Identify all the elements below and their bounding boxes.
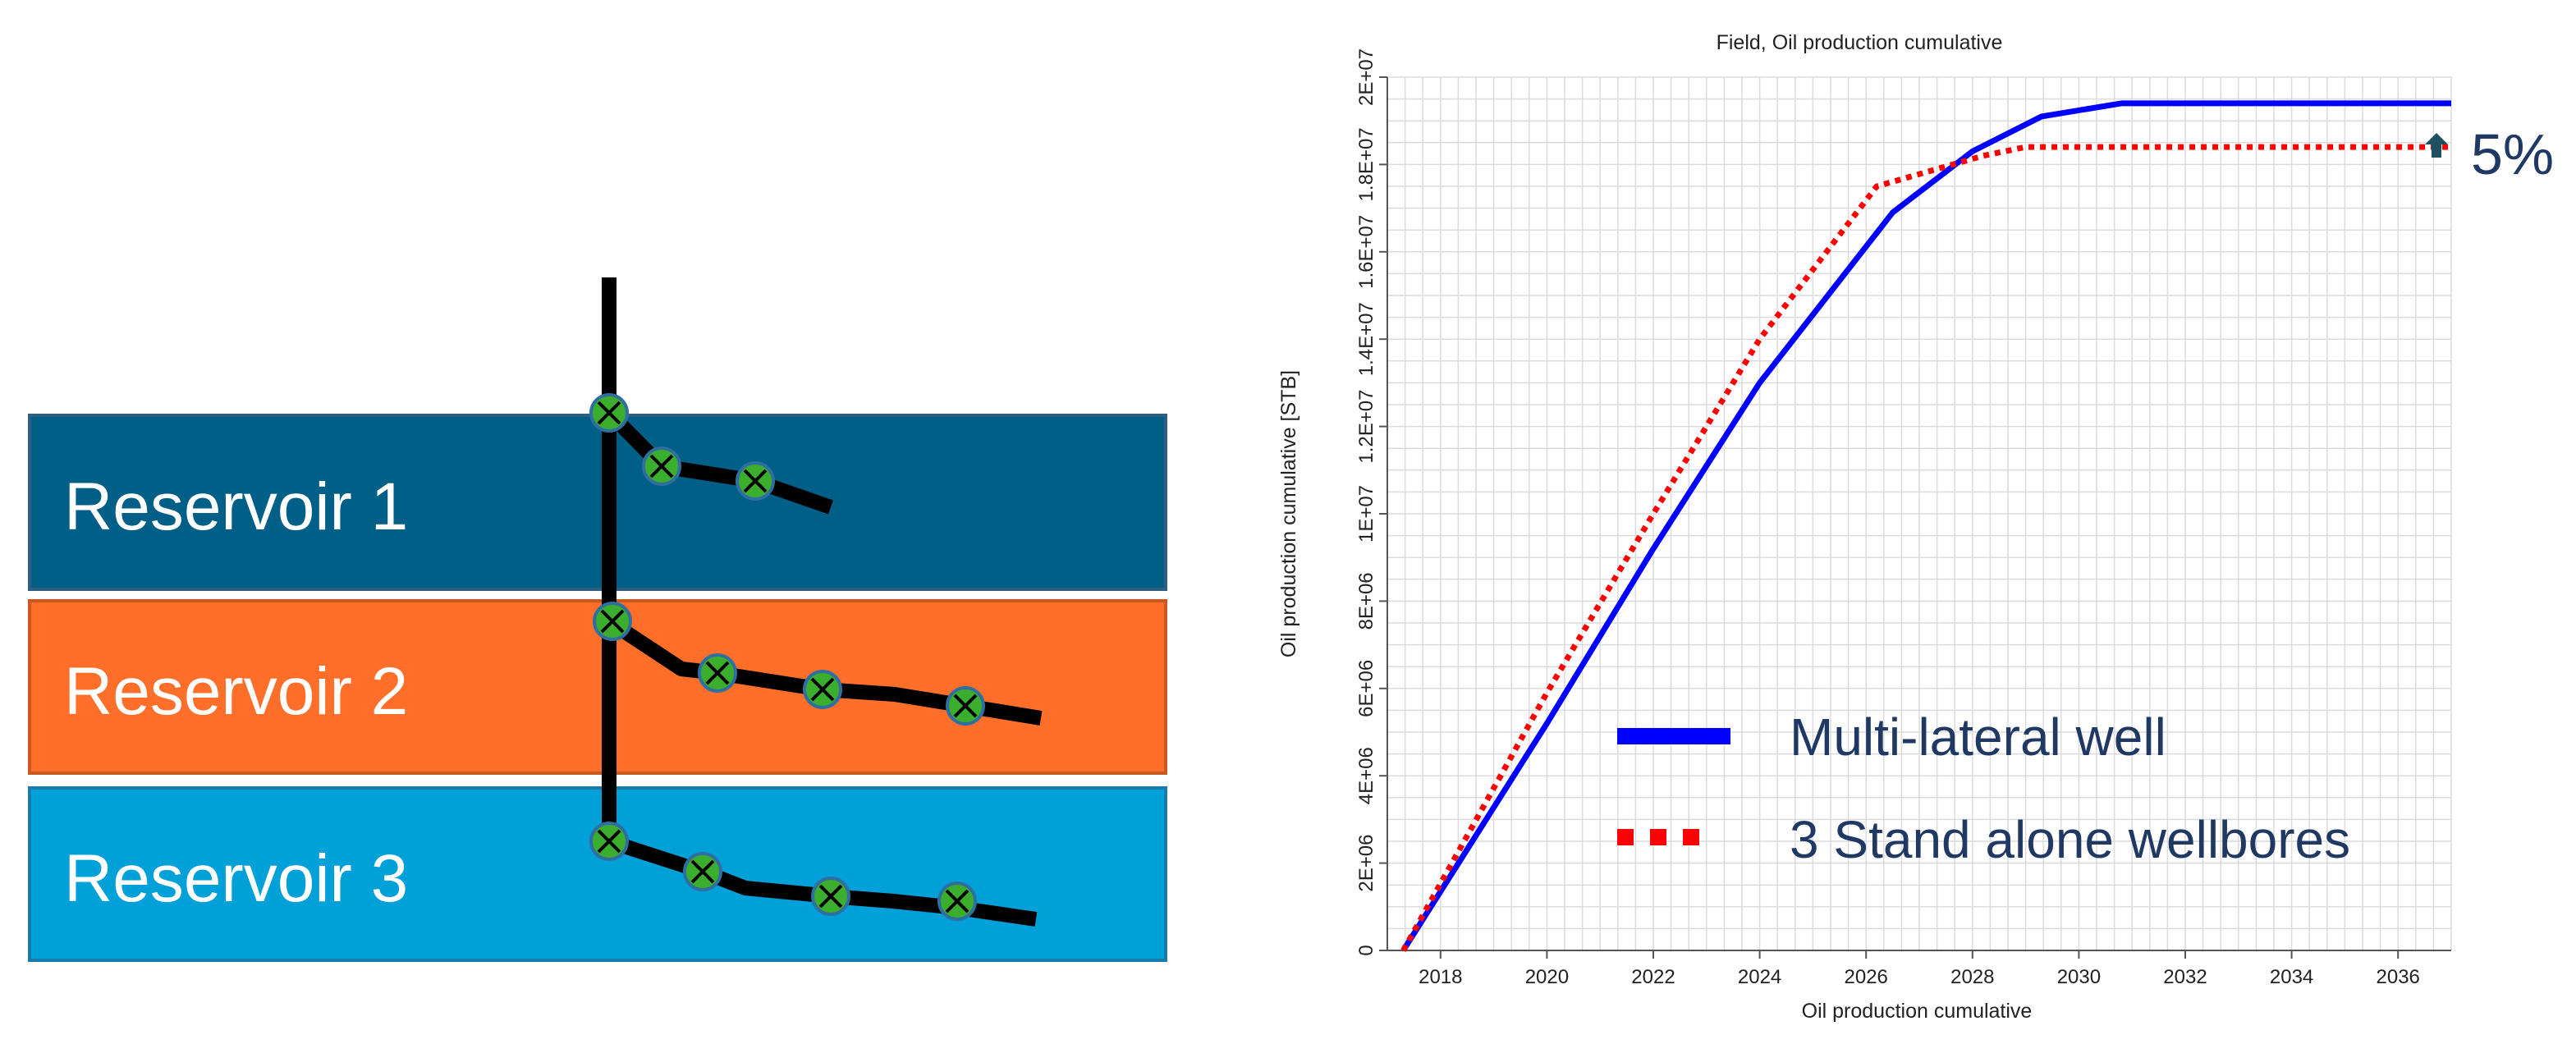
y-tick-label: 2E+06 (1355, 835, 1377, 892)
legend: Multi-lateral well 3 Stand alone wellbor… (1617, 707, 2350, 869)
y-tick-label: 1E+07 (1355, 485, 1377, 543)
chart-grid (1387, 76, 2452, 951)
y-axis-title: Oil production cumulative [STB] (1277, 370, 1300, 657)
x-axis-ticks: 2018 2020 2022 2024 2026 2028 2030 2032 2034 2036 (1419, 950, 2420, 988)
completion-node (683, 852, 722, 891)
x-tick-label: 2028 (1950, 966, 1994, 988)
completion-node (946, 686, 985, 726)
completion-node (811, 877, 850, 916)
completion-node (642, 446, 681, 486)
completion-node (803, 670, 842, 709)
y-tick-label: 4E+06 (1355, 747, 1377, 804)
x-tick-label: 2034 (2270, 966, 2313, 988)
completion-node (589, 393, 629, 433)
chart-series (1400, 100, 2451, 952)
legend-label-multi-lateral: Multi-lateral well (1790, 707, 2166, 767)
completion-nodes (589, 393, 985, 921)
completion-node (937, 881, 977, 921)
y-tick-label: 1.8E+07 (1355, 127, 1377, 201)
y-axis-ticks: 0 2E+06 4E+06 6E+06 8E+06 1E+07 1.2E+07 1.4E+07… (1355, 48, 1387, 956)
series-line-stand-alone-wellbores (1400, 144, 2451, 952)
reservoir-2-label: Reservoir 2 (64, 654, 408, 729)
completion-node (698, 653, 737, 693)
x-axis-title: Oil production cumulative (1802, 1000, 2033, 1023)
completion-node (736, 461, 775, 501)
x-tick-label: 2018 (1419, 966, 1462, 988)
chart-title: Field, Oil production cumulative (1717, 31, 2003, 54)
x-tick-label: 2020 (1525, 966, 1569, 988)
y-tick-label: 0 (1355, 945, 1377, 955)
x-tick-label: 2026 (1845, 966, 1888, 988)
x-tick-label: 2022 (1631, 966, 1675, 988)
completion-node (589, 822, 629, 861)
y-tick-label: 2E+07 (1355, 48, 1377, 106)
y-tick-label: 1.4E+07 (1355, 302, 1377, 376)
reservoir-3-label: Reservoir 3 (64, 841, 408, 916)
legend-label-stand-alone: 3 Stand alone wellbores (1790, 810, 2350, 869)
reservoir-3-layer (28, 786, 1167, 962)
y-tick-label: 1.6E+07 (1355, 215, 1377, 289)
x-tick-label: 2030 (2057, 966, 2101, 988)
y-tick-label: 1.2E+07 (1355, 390, 1377, 464)
reservoir-diagram: Reservoir 1 Reservoir 2 Reservoir 3 (28, 277, 1167, 962)
reservoir-1-label: Reservoir 1 (64, 469, 408, 544)
oil-production-chart: Field, Oil production cumulative 2018 202… (1277, 31, 2554, 1023)
x-tick-label: 2032 (2163, 966, 2207, 988)
y-tick-label: 6E+06 (1355, 660, 1377, 717)
series-line-multi-lateral-well (1400, 100, 2451, 952)
completion-node (593, 602, 632, 641)
up-arrow-icon (2425, 133, 2448, 158)
y-tick-label: 8E+06 (1355, 572, 1377, 630)
x-tick-label: 2024 (1738, 966, 1781, 988)
x-tick-label: 2036 (2377, 966, 2420, 988)
lateral-1 (603, 407, 833, 515)
percent-annotation: 5% (2471, 122, 2554, 186)
reservoir-1-layer (28, 414, 1167, 591)
